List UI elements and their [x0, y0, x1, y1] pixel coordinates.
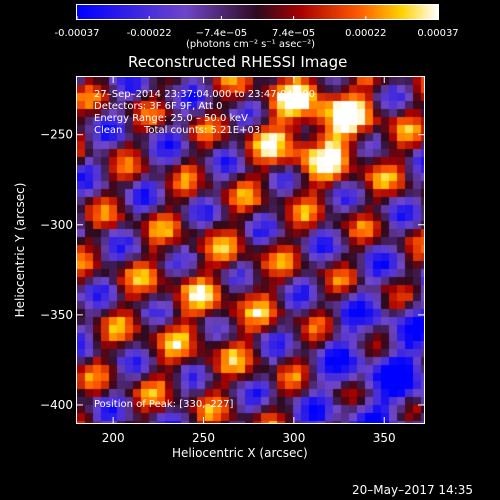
- x-tick-label: 300: [282, 431, 305, 445]
- colorbar-tick-label: 7.4e−05: [272, 28, 315, 39]
- x-tick-label: 350: [373, 431, 396, 445]
- colorbar-tick-label: -0.00022: [127, 28, 172, 39]
- annotation-counts: Total counts: 5.21E+03: [144, 125, 261, 136]
- colorbar: [76, 4, 439, 20]
- colorbar-tick-label: 0.00022: [345, 28, 386, 39]
- plot-area: 27–Sep–2014 23:37:04.000 to 23:47:04.000…: [76, 76, 425, 424]
- y-tick-label: −250: [40, 128, 73, 142]
- annotation-peak: Position of Peak: [330,–227]: [94, 399, 234, 410]
- x-tick-label: 250: [192, 431, 215, 445]
- y-tick-label: −350: [40, 308, 73, 322]
- y-axis-label: Heliocentric Y (arcsec): [13, 182, 27, 318]
- annotation-detectors: Detectors: 3F 6F 9F, Att 0: [94, 101, 223, 112]
- y-tick-label: −300: [40, 218, 73, 232]
- colorbar-axis: -0.00037 -0.00022 −7.4e−05 7.4e−05 0.00022 0.…: [55, 16, 459, 39]
- colorbar-tick-label: 0.00037: [417, 28, 458, 39]
- annotation-algorithm: Clean: [94, 125, 123, 136]
- timestamp: 20–May–2017 14:35: [352, 483, 474, 497]
- y-tick-label: −400: [40, 398, 73, 412]
- annotation-time: 27–Sep–2014 23:37:04.000 to 23:47:04.000: [94, 89, 315, 100]
- chart-title: Reconstructed RHESSI Image: [128, 53, 348, 71]
- heatmap-image: [77, 77, 424, 423]
- colorbar-tick-label: −7.4e−05: [196, 28, 248, 39]
- colorbar-unit-label: (photons cm⁻² s⁻¹ asec⁻²): [186, 39, 316, 50]
- annotation-energy: Energy Range: 25.0 – 50.0 keV: [94, 113, 248, 124]
- x-tick-label: 200: [102, 431, 125, 445]
- colorbar-tick-label: -0.00037: [55, 28, 100, 39]
- x-axis-label: Heliocentric X (arcsec): [172, 446, 308, 460]
